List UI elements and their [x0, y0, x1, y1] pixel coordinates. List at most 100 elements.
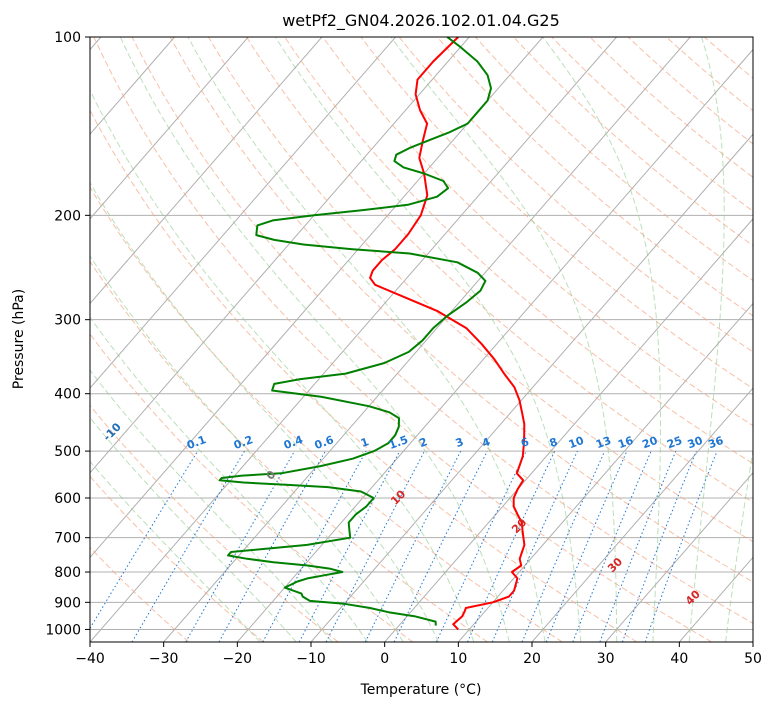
isotherm-line: [457, 302, 753, 642]
dry-adiabat-line: [90, 333, 414, 642]
dry-adiabat-line: [90, 260, 488, 642]
dry-adiabat-line: [90, 475, 264, 642]
plot-frame: [89, 36, 754, 643]
y-tick-label: 400: [54, 387, 81, 403]
moist-adiabat-line: [390, 37, 618, 642]
y-tick-label: 900: [54, 595, 81, 611]
y-tick-label: 1000: [45, 622, 81, 638]
mixing-ratio-label: 6: [519, 435, 531, 450]
moist-adiabat-line: [90, 417, 297, 642]
x-tick-label: 50: [744, 651, 762, 667]
moist-adiabat-label: 0: [264, 468, 279, 483]
mixing-ratio-line: [393, 450, 488, 642]
mixing-ratio-line: [298, 450, 401, 642]
isotherm-line: [90, 37, 544, 559]
mixing-ratio-line: [621, 450, 697, 642]
isotherm-line: [752, 641, 753, 642]
x-tick-label: 0: [380, 651, 389, 667]
dry-adiabat-label: -10: [101, 420, 124, 443]
isotherm-line: [90, 37, 617, 642]
mixing-ratio-label: 36: [706, 434, 725, 452]
mixing-ratio-line: [521, 450, 606, 642]
y-tick-label: 500: [54, 444, 81, 460]
isotherm-line: [605, 471, 753, 642]
moist-adiabat-line: [688, 37, 725, 642]
dry-adiabat-line: [131, 37, 753, 624]
moist-adiabat-line: [542, 37, 661, 642]
moist-adiabat-line: [187, 37, 546, 642]
dry-adiabat-line: [207, 37, 753, 543]
x-tick-label: −10: [296, 651, 326, 667]
mixing-ratio-label: 16: [616, 434, 635, 452]
moist-adiabat-line: [90, 255, 404, 642]
mixing-ratio-label: 20: [640, 434, 659, 452]
x-tick-label: 20: [523, 651, 541, 667]
isotherm-line: [678, 556, 753, 642]
y-tick-label: 200: [54, 208, 81, 224]
dry-adiabat-line: [93, 37, 712, 642]
isotherm-line: [384, 218, 753, 642]
moist-adiabat-line: [90, 89, 475, 642]
mixing-ratio-label: 4: [480, 435, 492, 450]
moist-adiabat-line: [90, 369, 333, 642]
y-tick-label: 800: [54, 565, 81, 581]
mixing-ratio-line: [262, 450, 367, 642]
dry-adiabat-line: [90, 404, 339, 642]
profile-lines: [218, 37, 526, 631]
mixing-ratio-label: 0.6: [313, 433, 336, 452]
dry-adiabat-line: [398, 37, 753, 353]
x-axis-label: Temperature (°C): [360, 682, 482, 698]
mixing-ratio-line: [435, 450, 527, 642]
y-tick-label: 700: [54, 531, 81, 547]
isotherm-line: [90, 37, 396, 389]
y-tick-label: 100: [54, 30, 81, 46]
line-labels: -10 0.1 0.2 0.4 0.6 1 1.5 2 3 4 6 8 10 13 16 20 25 30 36 0 1…: [101, 420, 726, 607]
x-tick-label: 10: [449, 651, 467, 667]
mixing-ratio-line: [364, 450, 462, 642]
y-axis-label: Pressure (hPa): [11, 289, 27, 389]
x-tick-label: −20: [223, 651, 253, 667]
moist-adiabat-line: [274, 37, 582, 642]
mixing-ratio-label: 1.5: [387, 433, 410, 452]
isotherm-line: [163, 37, 691, 642]
dry-adiabat-line: [90, 109, 638, 642]
x-tick-label: 40: [670, 651, 688, 667]
dry-adiabat-line: [246, 37, 753, 503]
x-tick-label: −30: [149, 651, 179, 667]
dry-adiabat-line: [513, 37, 753, 247]
dry-adiabat-line: [322, 37, 753, 427]
mixing-ratio-line: [545, 450, 628, 642]
moist-adiabat-line: [90, 460, 261, 642]
mixing-ratio-label: 25: [665, 434, 684, 451]
dry-adiabat-line: [284, 37, 753, 465]
moist-adiabat-line: [725, 447, 753, 642]
dry-adiabat-line: [665, 37, 753, 112]
mixing-ratio-line: [90, 450, 199, 630]
moist-adiabat-line: [90, 316, 369, 642]
background-lines: [90, 37, 753, 642]
dry-adiabat-line: [589, 37, 753, 178]
moist-adiabat-label: 10: [388, 487, 408, 507]
mixing-ratio-label: 0.4: [282, 433, 305, 452]
x-tick-label: −40: [75, 651, 105, 667]
isotherm-line: [531, 387, 753, 642]
axis-ticks: −40 −30 −20 −10 0 10 20 30 40 5010020030040050060…: [45, 30, 762, 667]
dry-adiabat-line: [704, 37, 753, 79]
mixing-ratio-label: 3: [454, 435, 466, 450]
isotherm-line: [310, 133, 753, 642]
dry-adiabat-line: [551, 37, 753, 212]
moist-adiabat-label: 40: [683, 587, 703, 607]
mixing-ratio-label: 2: [417, 435, 429, 450]
y-tick-label: 600: [54, 491, 81, 507]
mixing-ratio-line: [644, 450, 718, 642]
chart-title: wetPf2_GN04.2026.102.01.04.G25: [282, 11, 560, 31]
y-tick-label: 300: [54, 313, 81, 329]
dewpoint-profile-line: [218, 37, 492, 626]
dry-adiabat-line: [169, 37, 753, 583]
mixing-ratio-label: 8: [548, 435, 560, 450]
mixing-ratio-label: 1: [359, 435, 371, 450]
isotherm-line: [90, 37, 470, 474]
mixing-ratio-label: 13: [594, 434, 613, 451]
moist-adiabat-label: 20: [509, 516, 529, 536]
